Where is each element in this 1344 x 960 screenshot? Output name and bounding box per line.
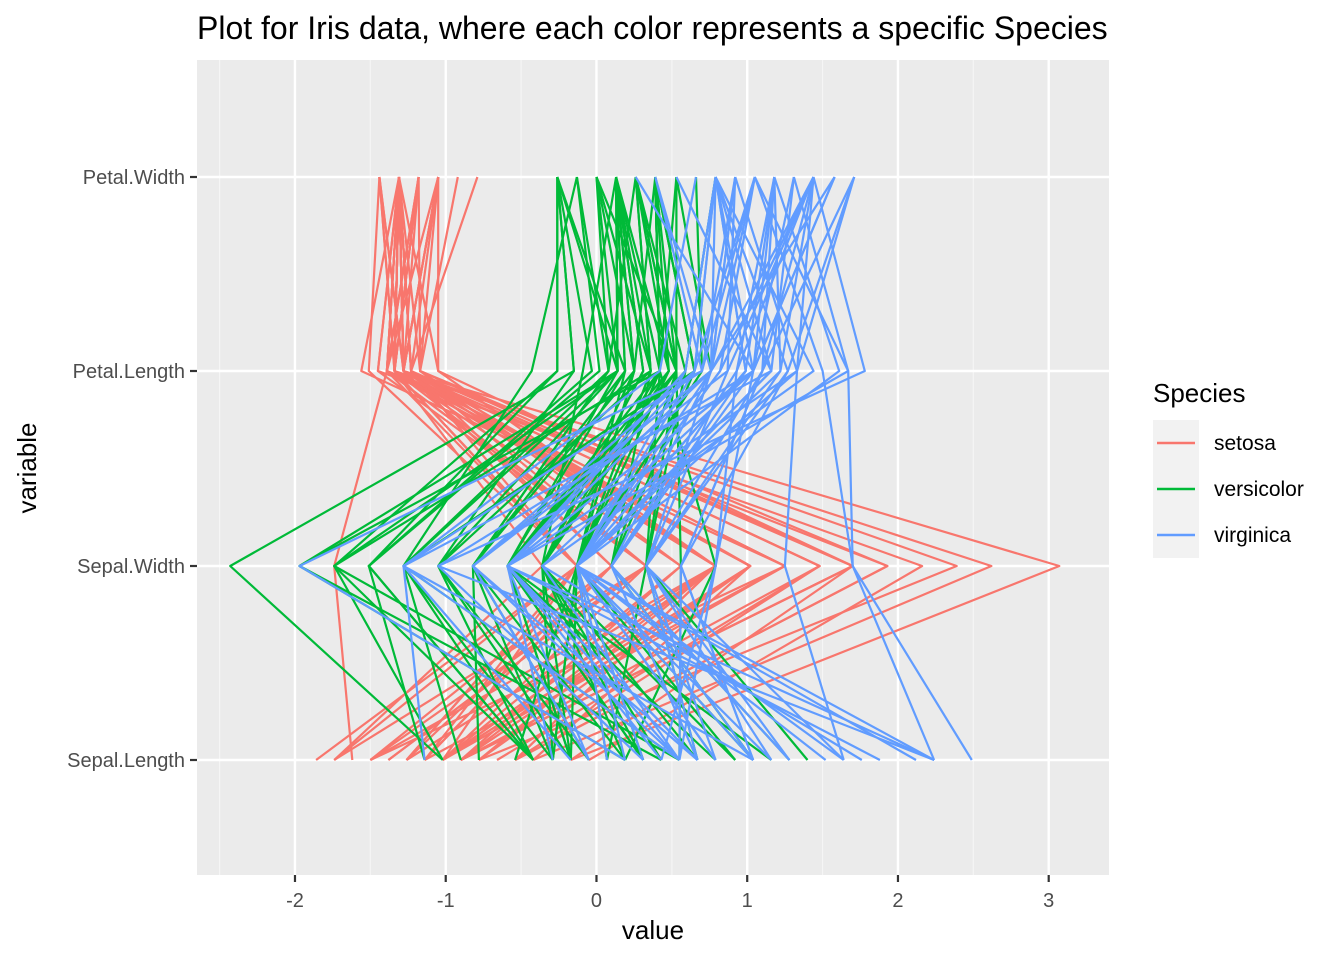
- series-line-versicolor: [333, 176, 680, 761]
- series-line-setosa: [410, 176, 752, 761]
- series-line-virginica: [645, 176, 845, 761]
- series-line-versicolor: [402, 176, 578, 761]
- series-line-setosa: [315, 176, 579, 761]
- series-line-virginica: [575, 176, 717, 761]
- x-tick-label: 0: [591, 890, 602, 912]
- legend-label-virginica: virginica: [1214, 524, 1291, 547]
- y-tick-label: Sepal.Length: [67, 750, 185, 772]
- series-line-versicolor: [569, 176, 636, 761]
- minor-gridlines: [219, 60, 974, 875]
- series-line-virginica: [402, 176, 773, 761]
- series-line-versicolor: [367, 176, 594, 761]
- series-line-setosa: [333, 176, 420, 761]
- series-line-virginica: [298, 176, 704, 761]
- series-line-virginica: [753, 176, 973, 761]
- series-line-virginica: [575, 176, 935, 761]
- chart-title: Plot for Iris data, where each color rep…: [197, 10, 1108, 46]
- legend-label-versicolor: versicolor: [1214, 478, 1304, 501]
- y-tick-label: Petal.Length: [73, 361, 185, 383]
- series-line-versicolor: [402, 176, 619, 761]
- series-line-versicolor: [437, 176, 576, 761]
- series-line-versicolor: [333, 177, 559, 761]
- series-line-virginica: [402, 176, 737, 761]
- legend-items: setosa versicolor virginica: [1153, 420, 1304, 558]
- series-line-virginica: [575, 176, 717, 761]
- series-line-versicolor: [514, 176, 661, 761]
- series-line-virginica: [575, 176, 756, 761]
- series-line-virginica: [610, 176, 747, 761]
- series-line-virginica: [660, 176, 815, 761]
- x-axis-title: value: [622, 915, 684, 945]
- series-line-setosa: [393, 176, 683, 761]
- data-lines: [229, 176, 1061, 762]
- legend: Species setosa versicolor virginica: [1153, 378, 1304, 558]
- series-line-versicolor: [575, 176, 737, 761]
- x-tick-label: 2: [892, 890, 903, 912]
- x-tick-label: 1: [742, 890, 753, 912]
- legend-label-setosa: setosa: [1214, 432, 1276, 455]
- series-line-virginica: [610, 176, 815, 761]
- series-line-virginica: [792, 176, 936, 761]
- series-line-virginica: [610, 176, 836, 761]
- series-line-virginica: [645, 176, 815, 761]
- x-tick-label: -1: [437, 890, 455, 912]
- y-tick-label: Petal.Width: [83, 167, 185, 189]
- x-axis: -2 -1 0 1 2 3: [286, 875, 1054, 912]
- series-line-virginica: [506, 176, 713, 761]
- series-line-setosa: [333, 176, 648, 761]
- x-tick-label: 3: [1043, 890, 1054, 912]
- series-line-virginica: [575, 176, 717, 761]
- y-axis-title: variable: [12, 422, 42, 513]
- x-tick-label: -2: [286, 890, 304, 912]
- series-line-virginica: [471, 176, 737, 761]
- legend-title: Species: [1153, 378, 1246, 408]
- series-line-virginica: [783, 176, 856, 761]
- y-tick-label: Sepal.Width: [77, 556, 185, 578]
- y-axis: Sepal.Length Sepal.Width Petal.Length Petal…: [67, 167, 197, 772]
- series-line-setosa: [397, 176, 821, 761]
- series-line-virginica: [679, 176, 856, 761]
